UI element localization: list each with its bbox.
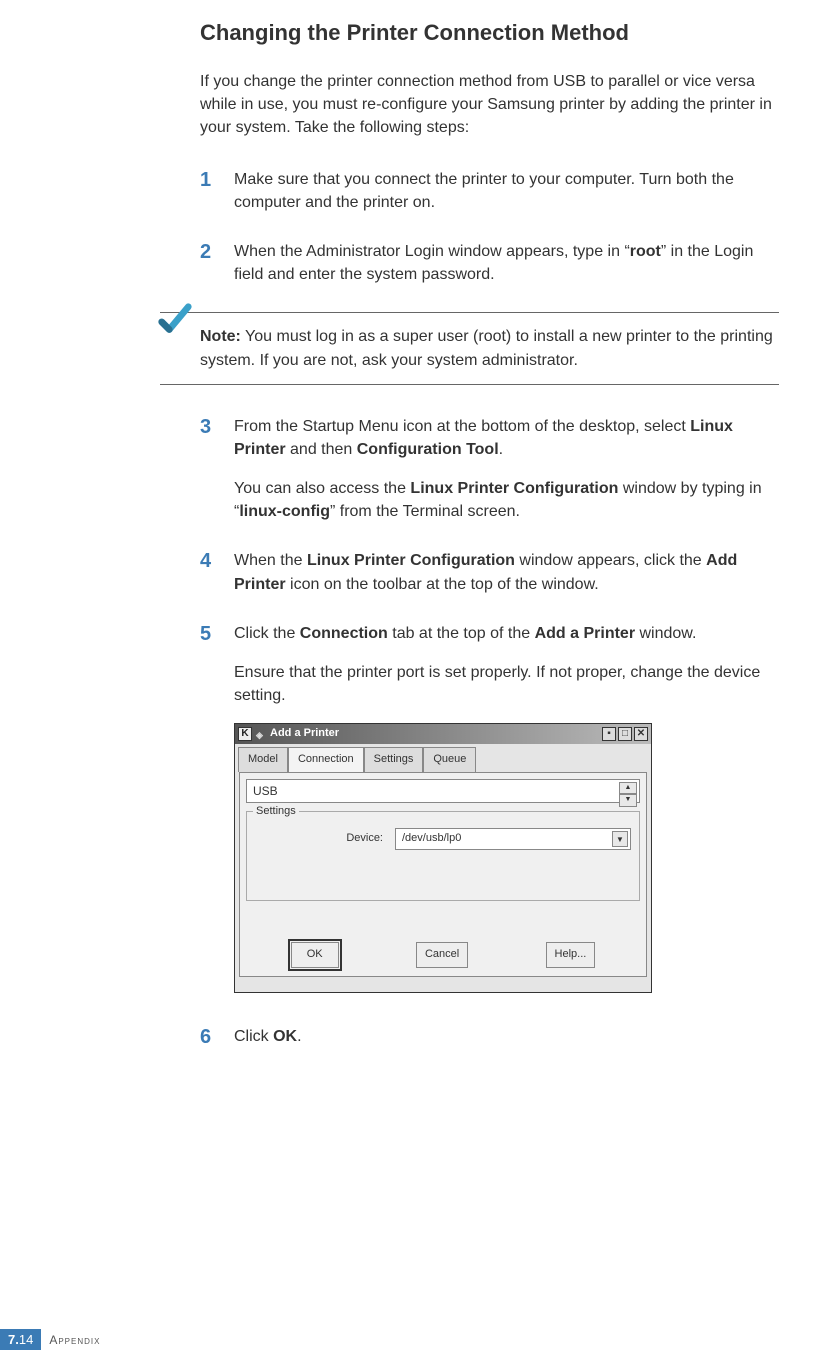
settings-group: Settings Device: /dev/usb/lp0 ▼	[246, 811, 640, 901]
step-text: Click OK.	[234, 1025, 779, 1048]
section-heading: Changing the Printer Connection Method	[200, 20, 779, 46]
device-combobox[interactable]: /dev/usb/lp0 ▼	[395, 828, 631, 850]
chevron-down-icon[interactable]: ▼	[612, 831, 628, 847]
step-number: 4	[200, 549, 234, 595]
step-body: Make sure that you connect the printer t…	[234, 168, 779, 214]
text-run: When the	[234, 552, 307, 569]
note-label: Note:	[200, 328, 241, 345]
step-6: 6 Click OK.	[200, 1025, 779, 1049]
bold-text: Configuration Tool	[357, 441, 499, 458]
note-block: Note: You must log in as a super user (r…	[160, 312, 779, 384]
tab-model[interactable]: Model	[238, 747, 288, 772]
cancel-button[interactable]: Cancel	[416, 942, 468, 968]
step-text: You can also access the Linux Printer Co…	[234, 477, 779, 523]
chapter-number: 7.	[8, 1332, 19, 1347]
dialog-tabbar: Model Connection Settings Queue	[235, 744, 651, 772]
step-body: Click OK.	[234, 1025, 779, 1049]
text-run: window.	[635, 625, 696, 642]
bold-text: Connection	[300, 625, 388, 642]
close-icon[interactable]: ✕	[634, 727, 648, 741]
step-text: Click the Connection tab at the top of t…	[234, 622, 779, 645]
step-body: Click the Connection tab at the top of t…	[234, 622, 779, 1000]
minimize-icon[interactable]: ▪	[602, 727, 616, 741]
tab-panel-connection: USB ▲ ▼ Settings Device: /dev/usb/lp0	[239, 772, 647, 977]
step-number: 5	[200, 622, 234, 1000]
connection-type-select[interactable]: USB ▲ ▼	[246, 779, 640, 803]
device-value: /dev/usb/lp0	[402, 831, 461, 847]
pin-icon: ◈	[256, 729, 266, 739]
page-number-badge: 7.14	[0, 1329, 41, 1350]
step-text: Ensure that the printer port is set prop…	[234, 661, 779, 707]
intro-paragraph: If you change the printer connection met…	[200, 70, 779, 140]
dialog-title: Add a Printer	[270, 726, 602, 742]
step-text: Make sure that you connect the printer t…	[234, 168, 779, 214]
connection-type-value: USB	[253, 783, 278, 800]
step-number: 6	[200, 1025, 234, 1049]
tab-connection[interactable]: Connection	[288, 747, 364, 772]
text-run: tab at the top of the	[388, 625, 535, 642]
text-run: and then	[286, 441, 357, 458]
note-text: You must log in as a super user (root) t…	[200, 328, 773, 368]
step-3: 3 From the Startup Menu icon at the bott…	[200, 415, 779, 524]
page-footer: 7.14 Appendix	[0, 1329, 100, 1350]
step-body: From the Startup Menu icon at the bottom…	[234, 415, 779, 524]
device-label: Device:	[255, 831, 395, 847]
text-run: From the Startup Menu icon at the bottom…	[234, 418, 690, 435]
bold-text: Linux Printer Configuration	[307, 552, 515, 569]
step-2: 2 When the Administrator Login window ap…	[200, 240, 779, 286]
help-button[interactable]: Help...	[546, 942, 596, 968]
bold-text: root	[630, 243, 661, 260]
text-run: When the Administrator Login window appe…	[234, 243, 630, 260]
text-run: You can also access the	[234, 480, 410, 497]
add-printer-dialog-screenshot: K ◈ Add a Printer ▪ □ ✕ Model Connection…	[234, 723, 652, 993]
step-number: 3	[200, 415, 234, 524]
chevron-up-icon[interactable]: ▲	[619, 782, 637, 794]
bold-text: linux-config	[239, 503, 330, 520]
tab-settings[interactable]: Settings	[364, 747, 424, 772]
maximize-icon[interactable]: □	[618, 727, 632, 741]
checkmark-icon	[156, 301, 194, 339]
step-text: From the Startup Menu icon at the bottom…	[234, 415, 779, 461]
page-number: 14	[19, 1332, 33, 1347]
ok-button[interactable]: OK	[291, 942, 339, 968]
text-run: icon on the toolbar at the top of the wi…	[286, 576, 599, 593]
step-4: 4 When the Linux Printer Configuration w…	[200, 549, 779, 595]
step-text: When the Administrator Login window appe…	[234, 240, 779, 286]
text-run: window appears, click the	[515, 552, 706, 569]
step-body: When the Linux Printer Configuration win…	[234, 549, 779, 595]
bold-text: Linux Printer Configuration	[410, 480, 618, 497]
text-run: .	[499, 441, 503, 458]
chevron-down-icon[interactable]: ▼	[619, 794, 637, 806]
text-run: .	[297, 1028, 301, 1045]
tab-queue[interactable]: Queue	[423, 747, 476, 772]
text-run: Click the	[234, 625, 300, 642]
section-label: Appendix	[49, 1333, 100, 1347]
step-5: 5 Click the Connection tab at the top of…	[200, 622, 779, 1000]
step-1: 1 Make sure that you connect the printer…	[200, 168, 779, 214]
text-run: ” from the Terminal screen.	[330, 503, 520, 520]
kde-app-icon: K	[238, 727, 252, 741]
step-number: 1	[200, 168, 234, 214]
step-text: When the Linux Printer Configuration win…	[234, 549, 779, 595]
step-body: When the Administrator Login window appe…	[234, 240, 779, 286]
step-number: 2	[200, 240, 234, 286]
bold-text: Add a Printer	[535, 625, 635, 642]
bold-text: OK	[273, 1028, 297, 1045]
text-run: Click	[234, 1028, 273, 1045]
settings-legend: Settings	[253, 804, 299, 820]
dialog-titlebar: K ◈ Add a Printer ▪ □ ✕	[235, 724, 651, 744]
